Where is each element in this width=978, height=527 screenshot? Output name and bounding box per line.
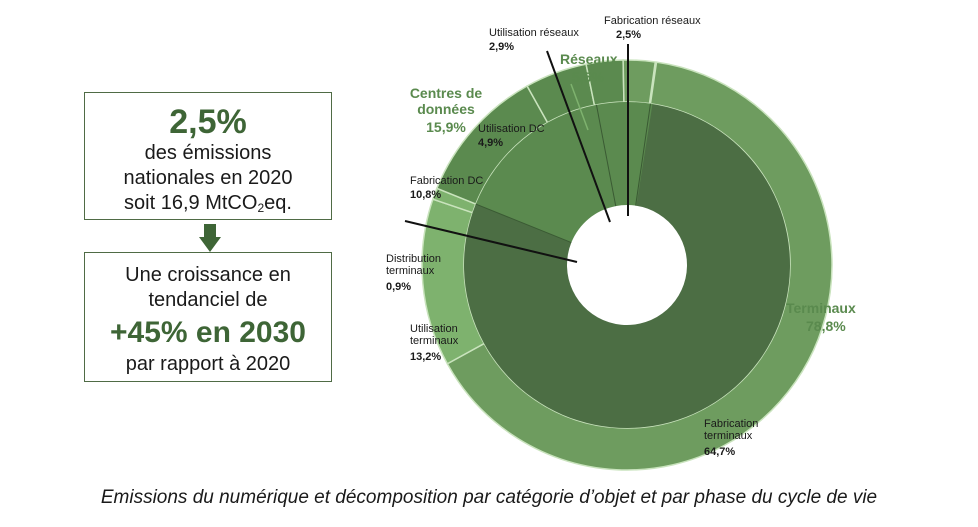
- national-share-line2: nationales en 2020: [123, 167, 293, 189]
- value-fabrication-reseaux: 2,5%: [616, 29, 641, 41]
- label-fabrication-reseaux: Fabrication réseaux: [604, 15, 701, 27]
- value-utilisation-terminaux: 13,2%: [410, 351, 441, 363]
- growth-line3: par rapport à 2020: [125, 353, 291, 375]
- national-share-line3: soit 16,9 MtCO2eq.: [124, 192, 292, 215]
- leader-utilisation-reseaux: [546, 50, 611, 223]
- label-distribution-terminaux: Distribution terminaux: [386, 253, 441, 277]
- label-fabrication-terminaux: Fabrication terminaux: [704, 418, 758, 442]
- group-r-seaux: [596, 101, 653, 207]
- value-fabrication-dc: 10,8%: [410, 189, 441, 201]
- growth-box: Une croissance en tendanciel de +45% en …: [84, 252, 332, 382]
- value-utilisation-dc: 4,9%: [478, 137, 503, 149]
- growth-line1: Une croissance en: [125, 264, 291, 286]
- label-utilisation-reseaux: Utilisation réseaux: [489, 27, 579, 39]
- group-centres-de-donn-es: [475, 104, 616, 243]
- label-reseaux: Réseaux: [560, 51, 618, 67]
- value-utilisation-reseaux: 2,9%: [489, 41, 514, 53]
- down-arrow-icon: [199, 224, 221, 254]
- label-fabrication-dc: Fabrication DC: [410, 175, 483, 187]
- value-centres-de-donnees: 15,9%: [426, 119, 466, 135]
- figure-caption: Emissions du numérique et décomposition …: [100, 487, 878, 508]
- growth-line2: tendanciel de: [148, 289, 268, 311]
- label-utilisation-dc: Utilisation DC: [478, 123, 545, 135]
- value-distribution-terminaux: 0,9%: [386, 281, 411, 293]
- label-utilisation-terminaux: Utilisation terminaux: [410, 323, 459, 347]
- national-share-box: 2,5% des émissions nationales en 2020 so…: [84, 92, 332, 220]
- growth-value: +45% en 2030: [110, 316, 306, 349]
- label-centres-de-donnees: Centres de données: [410, 85, 483, 117]
- national-share-value: 2,5%: [169, 103, 247, 141]
- leader-reseaux: [570, 83, 589, 131]
- value-fabrication-terminaux: 64,7%: [704, 446, 735, 458]
- group-terminaux: [463, 103, 790, 428]
- value-terminaux: 78,8%: [806, 318, 846, 334]
- leader-distribution: [404, 220, 578, 263]
- national-share-line1: des émissions: [144, 142, 272, 164]
- label-terminaux: Terminaux: [786, 300, 856, 316]
- value-reseaux: 5,5%: [572, 69, 604, 85]
